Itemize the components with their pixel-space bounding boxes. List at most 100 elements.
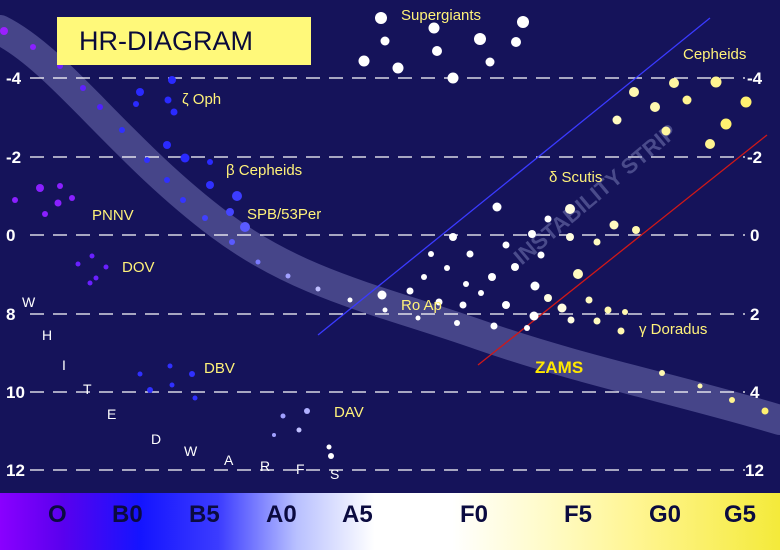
wd-letter: W: [22, 294, 36, 310]
star-dot: [593, 238, 601, 246]
wd-letter: A: [224, 452, 234, 468]
right-axis: -4 -2 0 2 4 12: [745, 69, 764, 480]
cepheids-label: Cepheids: [683, 46, 746, 63]
right-tick-label: 2: [750, 305, 759, 324]
star-dot: [163, 141, 171, 149]
star-dot: [189, 371, 195, 377]
star-dot: [502, 241, 510, 249]
star-dot: [622, 309, 628, 315]
dbv-label: DBV: [204, 360, 235, 377]
star-dot: [682, 95, 692, 105]
star-dot: [272, 433, 276, 437]
star-dot: [490, 322, 498, 330]
star-dot: [36, 184, 44, 192]
star-dot: [206, 181, 214, 189]
left-axis: -4 -2 0 8 10 12: [6, 69, 25, 480]
left-tick-label: -2: [6, 148, 21, 167]
star-dot: [328, 453, 334, 459]
gridlines: [30, 77, 745, 471]
star-dot: [454, 320, 460, 326]
spb-label: SPB/53Per: [247, 206, 321, 223]
star-dot: [650, 102, 660, 112]
right-tick-label: 12: [745, 461, 764, 480]
star-dot: [609, 220, 619, 230]
star-dot: [87, 280, 93, 286]
left-tick-label: 8: [6, 305, 15, 324]
star-dot: [255, 259, 261, 265]
spectral-class-label: G0: [649, 501, 682, 528]
star-dot: [415, 315, 421, 321]
diagram-title: HR-DIAGRAM: [57, 17, 311, 65]
region-labels: Supergiants Cepheids ζ Oph β Cepheids SP…: [92, 7, 746, 421]
supergiants-label: Supergiants: [401, 7, 481, 24]
star-dot: [544, 215, 552, 223]
star-dot: [720, 118, 732, 130]
star-dot: [710, 76, 722, 88]
instability-strip-blue-edge: [317, 17, 711, 336]
star-dot: [604, 306, 612, 314]
instability-strip-label: INSTABILITY STRIP: [509, 119, 682, 270]
star-dot: [492, 202, 502, 212]
star-dot: [375, 12, 387, 24]
star-dot: [144, 157, 150, 163]
star-dot: [502, 301, 510, 309]
wd-letter: W: [184, 443, 198, 459]
star-dot: [229, 239, 235, 245]
star-dot: [485, 57, 495, 67]
star-dot: [169, 382, 175, 388]
star-dot: [240, 222, 250, 232]
star-dot: [585, 296, 593, 304]
wd-letter: S: [330, 466, 339, 482]
star-dot: [296, 427, 302, 433]
star-dot: [180, 197, 186, 203]
star-dot: [93, 275, 99, 281]
star-dot: [530, 281, 540, 291]
star-dot: [167, 363, 173, 369]
star-dot: [202, 215, 208, 221]
dav-label: DAV: [334, 404, 364, 421]
star-dot: [103, 264, 109, 270]
star-dot: [557, 303, 567, 313]
left-tick-label: 0: [6, 226, 15, 245]
spectral-class-label: B5: [189, 501, 220, 528]
ro-ap-label: Ro Ap: [401, 297, 442, 314]
left-tick-label: 10: [6, 383, 25, 402]
star-dot: [89, 253, 95, 259]
main-sequence-band: [0, 15, 780, 435]
star-dot: [566, 233, 574, 241]
wd-letter: T: [83, 381, 92, 397]
star-dot: [0, 27, 8, 35]
star-dot: [428, 22, 440, 34]
star-dot: [573, 269, 583, 279]
spectral-class-label: A0: [266, 501, 297, 528]
zams-label: ZAMS: [535, 358, 583, 377]
delta-scutis-label: δ Scutis: [549, 169, 602, 186]
star-dot: [529, 311, 539, 321]
star-dot: [75, 261, 81, 267]
right-tick-label: -4: [747, 69, 763, 88]
star-dot: [57, 183, 63, 189]
star-dot: [147, 387, 153, 393]
zeta-oph-label: ζ Oph: [182, 91, 221, 108]
star-dot: [612, 115, 622, 125]
star-dot: [517, 16, 529, 28]
star-dot: [382, 307, 388, 313]
beta-cepheids-label: β Cepheids: [226, 162, 302, 179]
spectral-class-label: O: [48, 501, 67, 528]
star-dot: [421, 274, 427, 280]
star-dot: [97, 104, 103, 110]
star-dot: [697, 383, 703, 389]
star-dot: [428, 251, 434, 257]
spectral-class-label: F0: [460, 501, 489, 528]
star-dot: [435, 298, 443, 306]
star-dot: [347, 297, 353, 303]
star-dot: [207, 159, 213, 165]
star-dot: [406, 287, 414, 295]
gamma-doradus-label: γ Doradus: [639, 321, 707, 338]
star-dot: [170, 108, 178, 116]
star-dot: [69, 195, 75, 201]
wd-letter: F: [296, 461, 305, 477]
star-dot: [617, 327, 625, 335]
star-dot: [377, 290, 387, 300]
star-dot: [285, 273, 291, 279]
